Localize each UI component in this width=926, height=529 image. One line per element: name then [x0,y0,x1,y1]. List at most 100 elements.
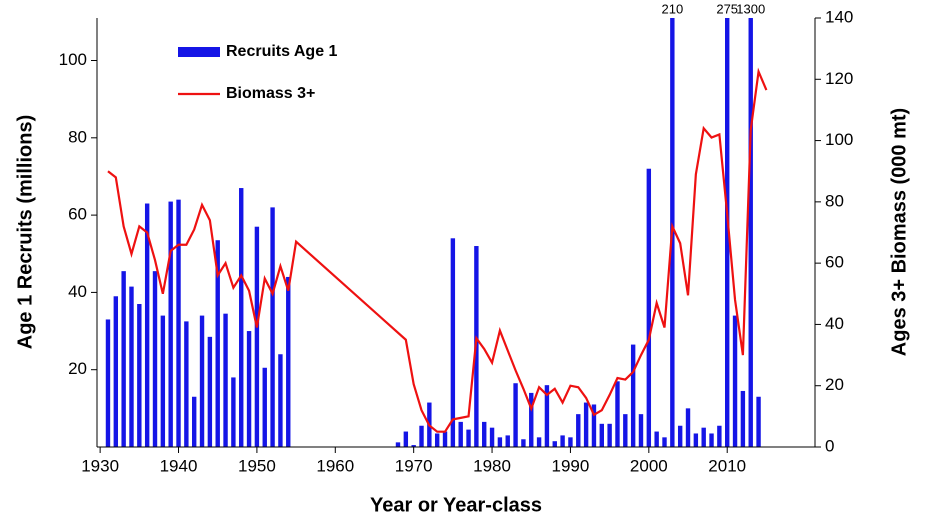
bar [732,315,738,447]
bar [654,431,659,447]
bar [497,437,503,447]
y2-axis-title: Ages 3+ Biomass (000 mt) [888,108,910,356]
plot-area [105,18,768,447]
bar [748,18,753,447]
bar [630,344,636,447]
bar [137,304,142,447]
x-tick-label: 1940 [160,456,198,475]
y-tick-label: 60 [68,205,87,224]
bar [552,441,557,447]
bar [254,226,260,447]
bar [513,383,518,447]
bar [129,286,134,447]
bar [583,402,589,447]
y2-tick-label: 80 [825,191,844,210]
bar [607,423,612,447]
bar [466,429,471,447]
bar [176,199,181,447]
bar [489,427,495,447]
y-tick-label: 80 [68,127,87,146]
bar [685,408,691,447]
value-label: 210 [661,1,683,16]
bar [403,431,409,447]
bar [521,439,526,447]
bar [191,396,197,447]
y-tick-label: 40 [68,282,87,301]
bar [246,331,252,447]
y2-tick-label: 40 [825,314,844,333]
bar [419,425,424,447]
bar [458,421,463,447]
bar [646,168,652,447]
bar [568,437,573,447]
y2-tick-label: 100 [825,130,853,149]
bar [717,425,722,447]
bar [756,396,761,447]
bar [152,271,158,447]
bar [411,445,416,447]
bar [239,188,244,447]
y-axis-title: Age 1 Recruits (millions) [14,115,36,350]
legend-swatch [178,47,220,57]
bar [701,427,706,447]
bar [677,425,683,447]
x-axis-title: Year or Year-class [370,494,542,516]
bar [286,276,291,447]
bar [529,392,534,447]
bar [434,433,440,447]
bar [278,354,283,447]
y2-tick-label: 140 [825,7,853,26]
bar [591,404,597,447]
y-tick-label: 20 [68,359,87,378]
bar [536,437,542,447]
y-tick-label: 100 [59,50,87,69]
line [107,67,768,433]
bar [262,367,267,447]
bar [544,385,550,447]
y2-tick-label: 20 [825,375,844,394]
x-tick-label: 1970 [395,456,433,475]
bar [184,321,189,447]
bar [223,313,228,447]
bar [740,390,746,447]
bar [560,435,565,447]
value-label: 275 [716,1,738,16]
value-label: 1300 [736,1,765,16]
legend-label: Recruits Age 1 [226,43,338,60]
bar [231,377,236,447]
bar [144,203,150,447]
bar [623,414,628,447]
x-tick-label: 2010 [708,456,746,475]
bar [576,414,581,447]
bar [725,18,730,447]
y2-tick-label: 120 [825,69,853,88]
bar [450,238,456,447]
x-tick-label: 1960 [316,456,354,475]
bar [215,240,220,447]
bar [670,18,675,447]
legend-label: Biomass 3+ [226,85,315,102]
x-tick-label: 2000 [630,456,668,475]
bar [121,271,126,447]
bar [207,336,213,447]
y2-tick-label: 60 [825,253,844,272]
bar [662,437,667,447]
bar [615,381,620,447]
bar [599,423,604,447]
bar [113,296,119,447]
x-tick-label: 1950 [238,456,276,475]
bar [482,421,487,447]
bar [693,433,699,447]
bar [168,201,173,447]
bar [638,414,644,447]
x-tick-label: 1980 [473,456,511,475]
bar [270,207,275,447]
bar [442,431,448,447]
x-tick-label: 1930 [81,456,119,475]
bar [395,442,401,447]
bar [160,315,166,447]
bar [105,319,111,447]
y2-tick-label: 0 [825,436,834,455]
